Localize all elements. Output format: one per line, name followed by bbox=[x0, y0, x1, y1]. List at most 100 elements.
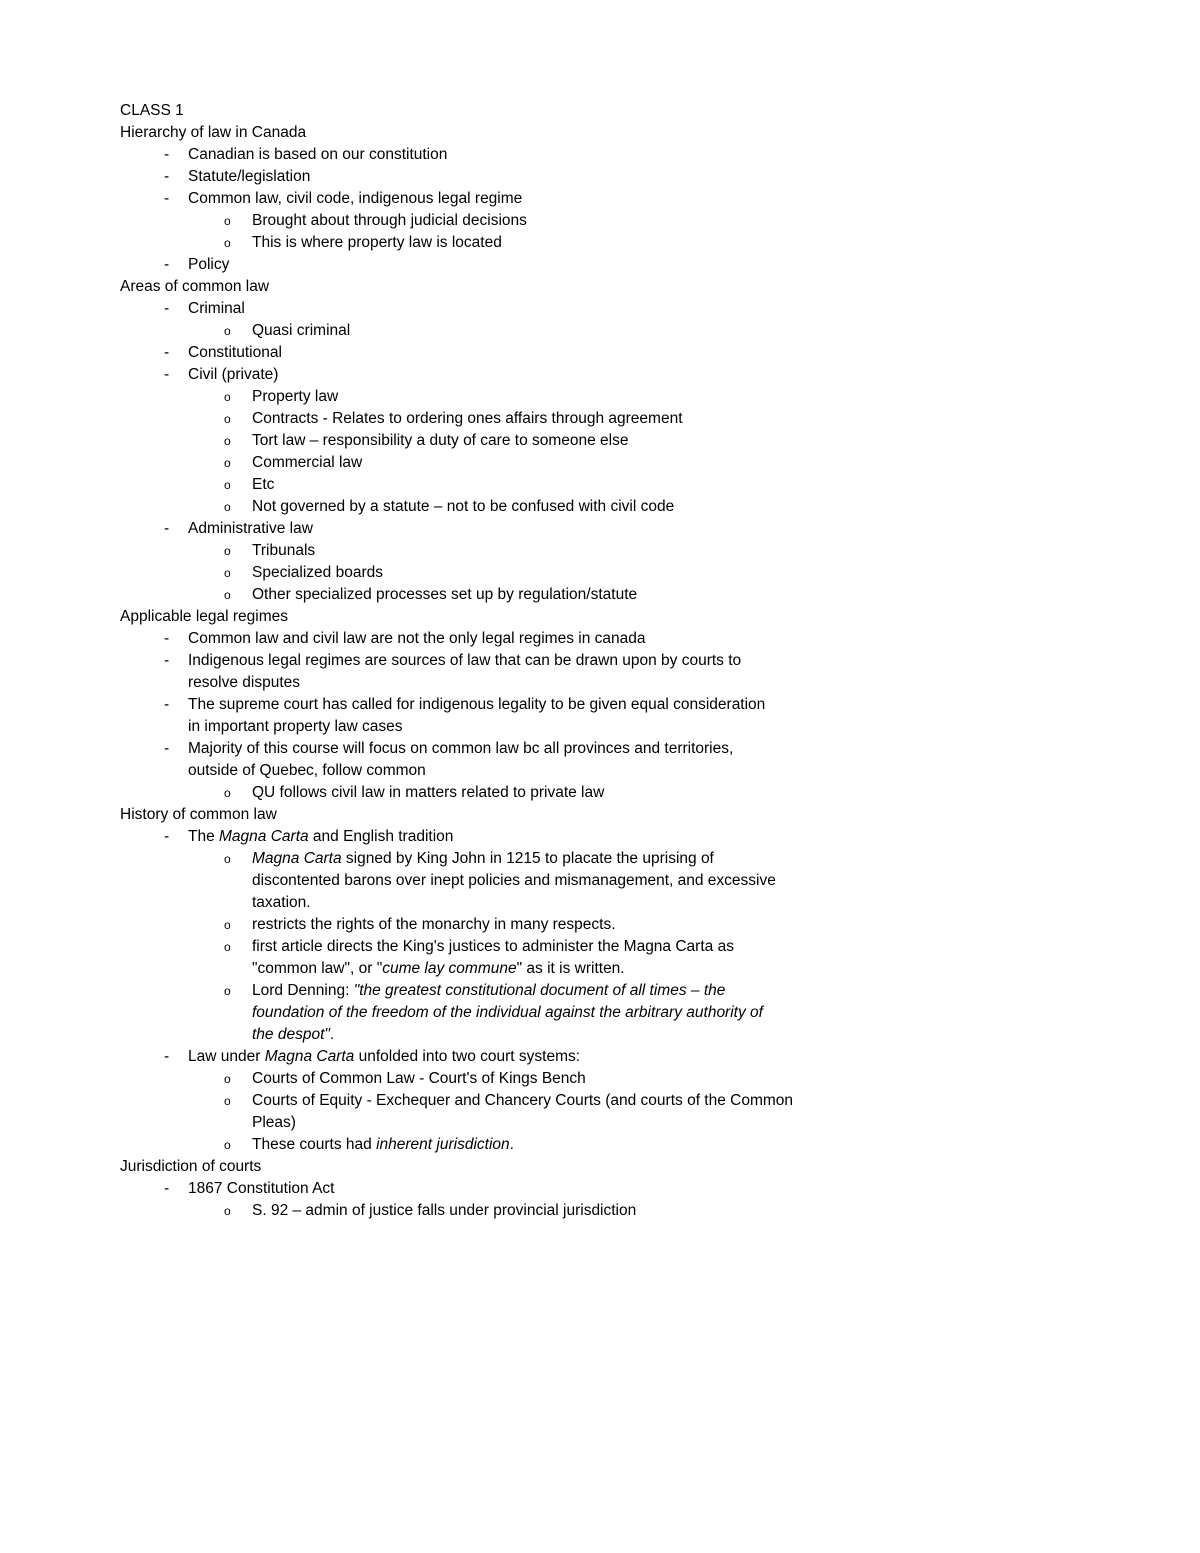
text-line: foundation of the freedom of the individ… bbox=[252, 1002, 1080, 1024]
text-line: Policy bbox=[164, 254, 1080, 276]
text-segment: These courts had bbox=[252, 1136, 376, 1153]
text-line: Common law and civil law are not the onl… bbox=[164, 628, 1080, 650]
text-segment: taxation. bbox=[252, 894, 311, 911]
text-line: Quasi criminal bbox=[224, 320, 1080, 342]
text-line: Civil (private) bbox=[164, 364, 1080, 386]
text-segment: Tribunals bbox=[252, 542, 315, 559]
text-segment: Commercial law bbox=[252, 454, 362, 471]
text-line: Commercial law bbox=[224, 452, 1080, 474]
text-segment: the despot" bbox=[252, 1026, 330, 1043]
text-segment: Hierarchy of law in Canada bbox=[120, 124, 306, 141]
text-segment: resolve disputes bbox=[188, 674, 300, 691]
text-line: restricts the rights of the monarchy in … bbox=[224, 914, 1080, 936]
text-segment: . bbox=[330, 1026, 334, 1043]
text-line: Constitutional bbox=[164, 342, 1080, 364]
text-line: QU follows civil law in matters related … bbox=[224, 782, 1080, 804]
text-segment: signed by King John in 1215 to placate t… bbox=[342, 850, 714, 867]
text-segment: Common law and civil law are not the onl… bbox=[188, 630, 646, 647]
text-segment: Courts of Equity - Exchequer and Chancer… bbox=[252, 1092, 793, 1109]
text-segment: foundation of the freedom of the individ… bbox=[252, 1004, 763, 1021]
text-line: Criminal bbox=[164, 298, 1080, 320]
text-line: History of common law bbox=[120, 804, 1080, 826]
text-segment: 1867 Constitution Act bbox=[188, 1180, 335, 1197]
text-line: Not governed by a statute – not to be co… bbox=[224, 496, 1080, 518]
text-segment: outside of Quebec, follow common bbox=[188, 762, 426, 779]
text-line: Lord Denning: "the greatest constitution… bbox=[224, 980, 1080, 1002]
text-segment: Statute/legislation bbox=[188, 168, 310, 185]
text-segment: History of common law bbox=[120, 806, 277, 823]
text-line: Canadian is based on our constitution bbox=[164, 144, 1080, 166]
text-segment: discontented barons over inept policies … bbox=[252, 872, 776, 889]
text-segment: Quasi criminal bbox=[252, 322, 350, 339]
text-segment: Majority of this course will focus on co… bbox=[188, 740, 733, 757]
text-segment: Tort law – responsibility a duty of care… bbox=[252, 432, 629, 449]
text-line: Majority of this course will focus on co… bbox=[164, 738, 1080, 760]
text-segment: CLASS 1 bbox=[120, 102, 184, 119]
text-line: S. 92 – admin of justice falls under pro… bbox=[224, 1200, 1080, 1222]
text-line: 1867 Constitution Act bbox=[164, 1178, 1080, 1200]
text-segment: Not governed by a statute – not to be co… bbox=[252, 498, 674, 515]
text-line: Statute/legislation bbox=[164, 166, 1080, 188]
text-segment: Courts of Common Law - Court's of Kings … bbox=[252, 1070, 586, 1087]
text-segment: Canadian is based on our constitution bbox=[188, 146, 447, 163]
text-line: outside of Quebec, follow common bbox=[188, 760, 1080, 782]
text-line: Magna Carta signed by King John in 1215 … bbox=[224, 848, 1080, 870]
text-segment: The bbox=[188, 828, 219, 845]
text-segment: Applicable legal regimes bbox=[120, 608, 288, 625]
text-line: "common law", or "cume lay commune" as i… bbox=[252, 958, 1080, 980]
text-line: in important property law cases bbox=[188, 716, 1080, 738]
text-segment: The supreme court has called for indigen… bbox=[188, 696, 765, 713]
text-line: resolve disputes bbox=[188, 672, 1080, 694]
text-line: This is where property law is located bbox=[224, 232, 1080, 254]
text-line: Etc bbox=[224, 474, 1080, 496]
text-segment: Magna Carta bbox=[252, 850, 342, 867]
text-line: Courts of Equity - Exchequer and Chancer… bbox=[224, 1090, 1080, 1112]
text-line: Law under Magna Carta unfolded into two … bbox=[164, 1046, 1080, 1068]
text-line: Common law, civil code, indigenous legal… bbox=[164, 188, 1080, 210]
text-segment: Areas of common law bbox=[120, 278, 269, 295]
text-line: Indigenous legal regimes are sources of … bbox=[164, 650, 1080, 672]
text-line: Hierarchy of law in Canada bbox=[120, 122, 1080, 144]
text-segment: Property law bbox=[252, 388, 338, 405]
text-segment: Magna Carta bbox=[265, 1048, 355, 1065]
text-line: Courts of Common Law - Court's of Kings … bbox=[224, 1068, 1080, 1090]
text-line: Property law bbox=[224, 386, 1080, 408]
text-segment: Pleas) bbox=[252, 1114, 296, 1131]
text-segment: . bbox=[510, 1136, 514, 1153]
text-line: Brought about through judicial decisions bbox=[224, 210, 1080, 232]
text-segment: Jurisdiction of courts bbox=[120, 1158, 261, 1175]
text-line: first article directs the King's justice… bbox=[224, 936, 1080, 958]
text-segment: Etc bbox=[252, 476, 274, 493]
text-segment: Constitutional bbox=[188, 344, 282, 361]
text-line: These courts had inherent jurisdiction. bbox=[224, 1134, 1080, 1156]
text-line: Pleas) bbox=[252, 1112, 1080, 1134]
text-segment: inherent jurisdiction bbox=[376, 1136, 510, 1153]
text-line: Applicable legal regimes bbox=[120, 606, 1080, 628]
text-line: taxation. bbox=[252, 892, 1080, 914]
text-line: The Magna Carta and English tradition bbox=[164, 826, 1080, 848]
text-segment: Common law, civil code, indigenous legal… bbox=[188, 190, 522, 207]
text-segment: Specialized boards bbox=[252, 564, 383, 581]
document-page: CLASS 1 Hierarchy of law in Canada Canadia… bbox=[0, 0, 1200, 1282]
text-segment: Contracts - Relates to ordering ones aff… bbox=[252, 410, 683, 427]
text-line: Specialized boards bbox=[224, 562, 1080, 584]
text-segment: Lord Denning: bbox=[252, 982, 354, 999]
text-segment: QU follows civil law in matters related … bbox=[252, 784, 604, 801]
text-line: The supreme court has called for indigen… bbox=[164, 694, 1080, 716]
text-segment: "common law", or " bbox=[252, 960, 382, 977]
text-segment: Other specialized processes set up by re… bbox=[252, 586, 637, 603]
text-line: the despot". bbox=[252, 1024, 1080, 1046]
text-line: Areas of common law bbox=[120, 276, 1080, 298]
text-segment: Law under bbox=[188, 1048, 265, 1065]
text-line: CLASS 1 bbox=[120, 100, 1080, 122]
text-segment: in important property law cases bbox=[188, 718, 403, 735]
text-segment: Criminal bbox=[188, 300, 245, 317]
text-segment: This is where property law is located bbox=[252, 234, 502, 251]
text-line: Tribunals bbox=[224, 540, 1080, 562]
text-line: discontented barons over inept policies … bbox=[252, 870, 1080, 892]
text-segment: " as it is written. bbox=[517, 960, 625, 977]
text-segment: Magna Carta bbox=[219, 828, 309, 845]
text-segment: cume lay commune bbox=[382, 960, 516, 977]
text-line: Contracts - Relates to ordering ones aff… bbox=[224, 408, 1080, 430]
text-line: Tort law – responsibility a duty of care… bbox=[224, 430, 1080, 452]
